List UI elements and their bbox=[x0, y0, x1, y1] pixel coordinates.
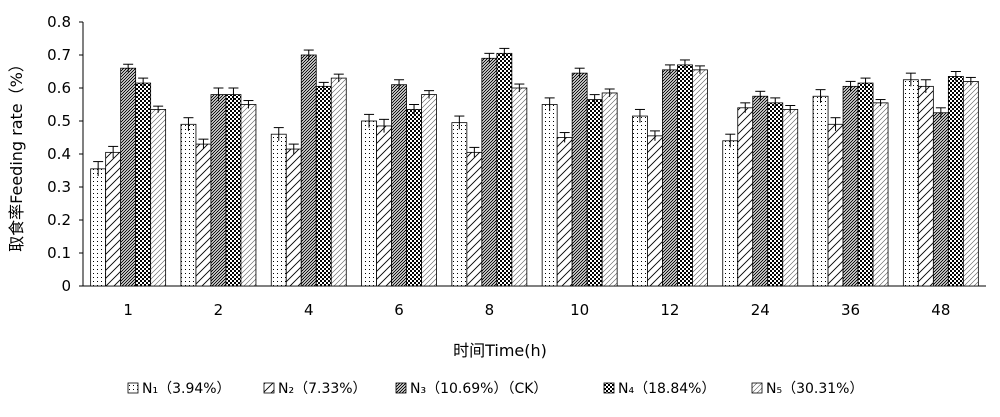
bar bbox=[466, 151, 483, 287]
legend-swatch bbox=[395, 382, 407, 394]
bar bbox=[300, 54, 317, 287]
bar bbox=[406, 109, 422, 287]
y-ticks: 0 0.1 0.2 0.3 0.4 0.5 0.6 0.7 0.8 bbox=[47, 13, 83, 295]
bar bbox=[571, 72, 588, 287]
y-tick-label: 0.8 bbox=[47, 13, 71, 31]
x-ticks: 1 2 4 6 8 10 12 24 36 48 bbox=[123, 301, 950, 319]
bar bbox=[632, 115, 648, 287]
bar bbox=[541, 104, 558, 287]
y-tick-label: 0.4 bbox=[47, 145, 71, 163]
bar bbox=[421, 94, 437, 287]
bar bbox=[556, 137, 573, 287]
bar bbox=[120, 67, 137, 287]
y-tick-label: 0.7 bbox=[47, 46, 71, 64]
y-tick-label: 0.2 bbox=[47, 211, 71, 229]
bar bbox=[947, 76, 964, 287]
bar bbox=[767, 102, 784, 287]
legend-swatch bbox=[263, 382, 275, 394]
legend: N₁（3.94%） N₂（7.33%） N₃（10.69%）（CK） N₄（18.84… bbox=[127, 381, 863, 397]
y-tick-label: 0.6 bbox=[47, 79, 71, 97]
bar bbox=[330, 77, 347, 287]
bar bbox=[285, 148, 302, 287]
bar bbox=[782, 109, 799, 287]
bar bbox=[481, 57, 498, 287]
bar bbox=[315, 85, 332, 287]
bar bbox=[511, 87, 528, 287]
legend-label: N₅（30.31%） bbox=[766, 381, 863, 397]
bar bbox=[962, 81, 979, 287]
bar bbox=[451, 122, 468, 287]
bar bbox=[135, 82, 152, 287]
legend-label: N₁（3.94%） bbox=[142, 381, 231, 397]
bar bbox=[601, 92, 618, 287]
bar bbox=[90, 168, 107, 287]
bar bbox=[917, 85, 934, 287]
legend-swatch bbox=[751, 382, 763, 394]
bar bbox=[692, 69, 708, 287]
y-tick-label: 0 bbox=[61, 277, 71, 295]
bar bbox=[270, 133, 287, 287]
x-tick-label: 36 bbox=[841, 301, 860, 319]
error-bars bbox=[93, 47, 976, 177]
bar bbox=[496, 52, 513, 287]
bar bbox=[240, 104, 257, 287]
x-tick-label: 10 bbox=[570, 301, 589, 319]
x-tick-label: 4 bbox=[304, 301, 314, 319]
x-tick-label: 48 bbox=[931, 301, 950, 319]
y-tick-label: 0.1 bbox=[47, 244, 71, 262]
bar bbox=[857, 82, 874, 287]
bar bbox=[195, 143, 212, 287]
y-axis-title: 取食率Feeding rate（%） bbox=[7, 56, 26, 252]
bar bbox=[180, 123, 197, 287]
bar bbox=[932, 112, 949, 287]
y-tick-label: 0.5 bbox=[47, 112, 71, 130]
bar bbox=[210, 94, 227, 287]
x-tick-label: 1 bbox=[123, 301, 133, 319]
y-tick-label: 0.3 bbox=[47, 178, 71, 196]
bar bbox=[812, 95, 829, 287]
bar bbox=[586, 99, 603, 287]
bar bbox=[647, 135, 663, 287]
legend-swatch bbox=[127, 382, 139, 394]
bar bbox=[150, 109, 167, 287]
bar bbox=[842, 85, 859, 287]
bar bbox=[225, 94, 242, 287]
legend-label: N₄（18.84%） bbox=[618, 381, 715, 397]
bar bbox=[722, 140, 739, 287]
x-tick-label: 24 bbox=[751, 301, 770, 319]
bar bbox=[662, 69, 678, 287]
x-tick-label: 12 bbox=[660, 301, 679, 319]
bar bbox=[737, 107, 754, 287]
x-tick-label: 6 bbox=[394, 301, 404, 319]
x-tick-label: 8 bbox=[485, 301, 495, 319]
bar bbox=[902, 79, 919, 287]
bar bbox=[752, 95, 769, 287]
legend-swatch bbox=[603, 382, 615, 394]
x-axis-title: 时间Time(h) bbox=[453, 341, 547, 360]
legend-label: N₂（7.33%） bbox=[278, 381, 367, 397]
bar bbox=[872, 102, 889, 287]
bar bbox=[677, 64, 693, 287]
bar bbox=[105, 151, 122, 287]
bar bbox=[827, 123, 844, 287]
bar bbox=[376, 125, 392, 287]
legend-label: N₃（10.69%）（CK） bbox=[410, 381, 547, 397]
bar bbox=[391, 84, 407, 287]
x-tick-label: 2 bbox=[214, 301, 224, 319]
bar bbox=[361, 120, 377, 287]
bars bbox=[90, 52, 979, 287]
